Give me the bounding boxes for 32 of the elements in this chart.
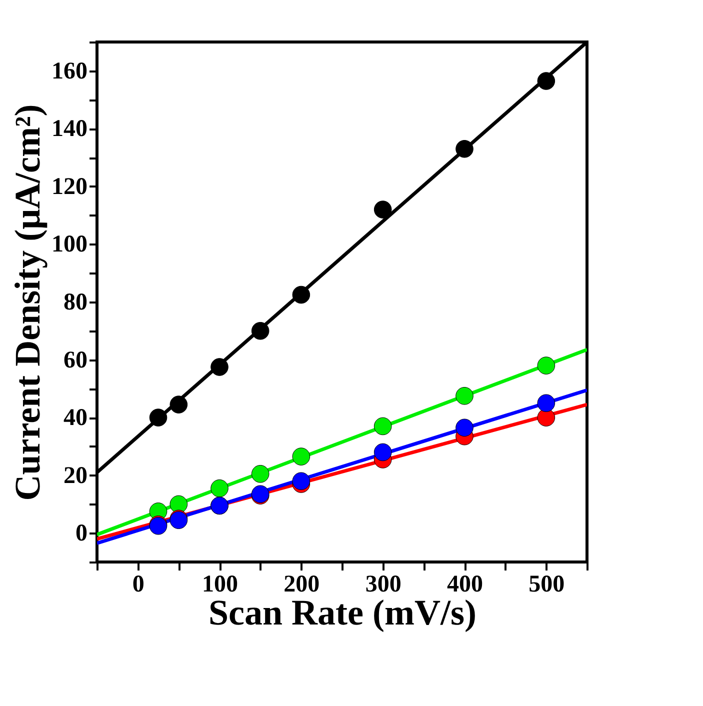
y-tick-label: 160 — [52, 58, 88, 84]
point — [251, 464, 270, 483]
point — [251, 322, 270, 340]
x-tick-label: 500 — [528, 572, 565, 598]
point — [149, 408, 168, 426]
point — [292, 472, 310, 490]
y-tick-label: 120 — [52, 174, 88, 200]
point — [374, 417, 392, 436]
point — [292, 286, 310, 304]
y-tick-label: 80 — [64, 290, 88, 316]
point — [537, 72, 556, 90]
point — [170, 396, 188, 414]
y-tick-label: 100 — [52, 232, 88, 258]
x-tick-label: 0 — [132, 572, 144, 598]
point — [537, 394, 556, 412]
y-tick-label: 140 — [52, 116, 88, 142]
point — [456, 386, 474, 405]
point — [210, 358, 228, 376]
y-tick-label: 40 — [64, 405, 88, 432]
point — [537, 356, 556, 374]
point — [456, 140, 474, 158]
y-tick-label: 0 — [76, 520, 88, 547]
point — [374, 200, 392, 218]
point — [210, 479, 228, 498]
y-tick-label: 20 — [64, 462, 88, 489]
point — [456, 418, 474, 437]
y-tick-label: 60 — [64, 347, 88, 374]
point — [292, 448, 310, 466]
point — [170, 495, 188, 514]
point — [374, 443, 392, 462]
point — [537, 408, 556, 426]
y-axis-title: Current Density (μA/cm²) — [8, 104, 48, 501]
